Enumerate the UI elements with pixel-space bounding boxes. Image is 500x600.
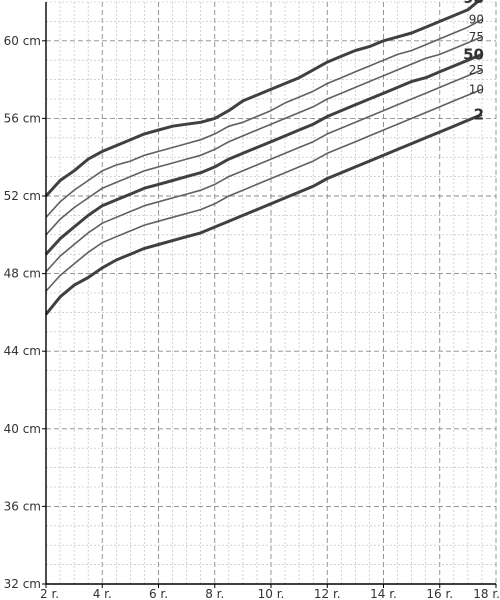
series-lines [44, 0, 483, 316]
x-tick-label: 14 r. [370, 587, 397, 600]
percentile-line-10 [45, 88, 483, 292]
percentile-line-25 [45, 69, 483, 273]
y-tick-label: 32 cm [4, 577, 41, 591]
percentile-line-98 [44, 0, 482, 198]
y-tick-label: 52 cm [4, 189, 41, 203]
series-label-75: 75 [469, 30, 484, 44]
percentile-line-50 [44, 53, 483, 256]
x-tick-label: 4 r. [93, 587, 112, 600]
series-label-50: 50 [463, 45, 484, 63]
y-tick-label: 48 cm [4, 267, 41, 281]
x-tick-label: 10 r. [258, 587, 285, 600]
series-label-2: 2 [474, 106, 484, 124]
percentile-line-75 [45, 36, 483, 236]
y-tick-label: 36 cm [4, 499, 41, 513]
y-tick-label: 56 cm [4, 111, 41, 125]
percentile-line-90 [45, 18, 483, 218]
x-tick-label: 8 r. [205, 587, 224, 600]
x-tick-label: 6 r. [149, 587, 168, 600]
y-tick-label: 60 cm [4, 34, 41, 48]
x-tick-label: 2 r. [40, 587, 59, 600]
x-tick-label: 16 r. [426, 587, 453, 600]
series-label-25: 25 [469, 63, 484, 77]
series-label-90: 90 [469, 12, 484, 26]
x-tick-label: 18 r. [473, 587, 500, 600]
x-tick-label: 12 r. [314, 587, 341, 600]
series-label-98: 98 [463, 0, 484, 7]
percentile-line-2 [44, 113, 483, 316]
y-tick-label: 40 cm [4, 422, 41, 436]
series-label-10: 10 [469, 82, 484, 96]
axes: 32 cm 36 cm 40 cm 44 cm 48 cm 52 cm 56 cm 60 cm… [4, 2, 500, 600]
y-tick-label: 44 cm [4, 344, 41, 358]
